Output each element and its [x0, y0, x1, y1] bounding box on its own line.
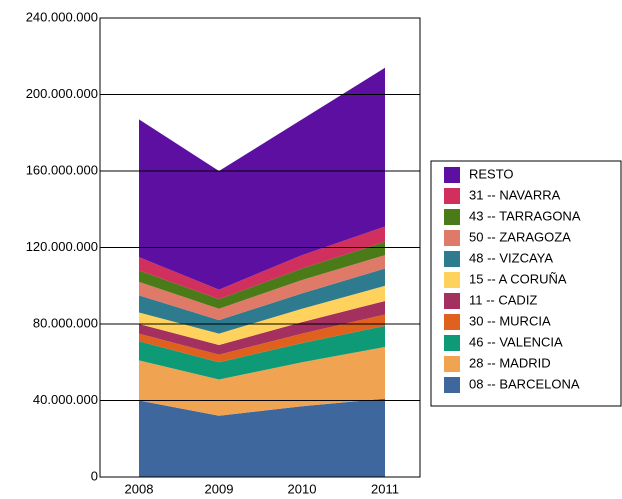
legend-label: 43 -- TARRAGONA	[469, 208, 581, 223]
legend-swatch	[444, 356, 460, 372]
y-tick-label: 0	[91, 468, 98, 483]
legend-label: 48 -- VIZCAYA	[469, 250, 553, 265]
x-tick-label: 2008	[125, 481, 154, 496]
legend-box	[430, 160, 622, 407]
legend-label: 31 -- NAVARRA	[469, 187, 561, 202]
legend-label: 28 -- MADRID	[469, 355, 551, 370]
plot-frame	[99, 17, 421, 478]
area	[139, 398, 385, 477]
legend-label: 15 -- A CORUÑA	[469, 271, 567, 286]
legend-swatch	[444, 230, 460, 246]
area	[139, 301, 385, 355]
area	[139, 255, 385, 321]
y-tick-label: 120.000.000	[26, 239, 98, 254]
area	[139, 325, 385, 380]
legend-swatch	[444, 335, 460, 351]
x-tick-label: 2009	[205, 481, 234, 496]
legend-swatch	[444, 272, 460, 288]
legend-label: 50 -- ZARAGOZA	[469, 229, 571, 244]
legend-swatch	[444, 293, 460, 309]
y-tick-label: 200.000.000	[26, 86, 98, 101]
legend-swatch	[444, 251, 460, 267]
y-tick-label: 40.000.000	[33, 392, 98, 407]
legend-swatch	[444, 377, 460, 393]
legend-label: 46 -- VALENCIA	[469, 334, 563, 349]
legend-label: 11 -- CADIZ	[469, 292, 537, 307]
area	[139, 346, 385, 416]
area	[139, 268, 385, 334]
area	[139, 285, 385, 346]
y-tick-label: 160.000.000	[26, 162, 98, 177]
legend-label: 30 -- MURCIA	[469, 313, 551, 328]
legend-label: 08 -- BARCELONA	[469, 376, 580, 391]
legend-swatch	[444, 314, 460, 330]
y-tick-label: 80.000.000	[33, 315, 98, 330]
area	[139, 314, 385, 363]
area	[139, 67, 385, 290]
legend-swatch	[444, 188, 460, 204]
x-tick-label: 2010	[288, 481, 317, 496]
legend-swatch	[444, 167, 460, 183]
legend-label: RESTO	[469, 166, 514, 181]
x-tick-label: 2011	[371, 481, 399, 496]
y-tick-label: 240.000.000	[26, 9, 98, 24]
legend-swatch	[444, 209, 460, 225]
